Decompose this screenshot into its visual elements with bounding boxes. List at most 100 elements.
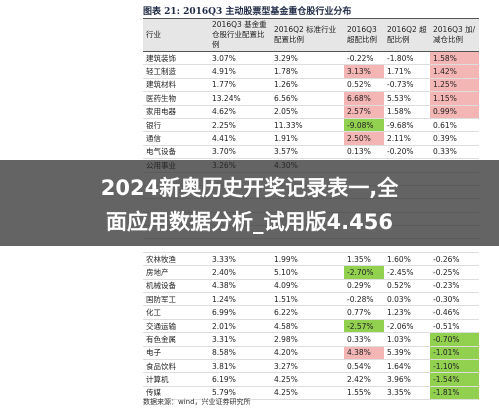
table-cell: 医药生物 bbox=[143, 91, 209, 106]
table-cell: 6.19% bbox=[209, 372, 271, 387]
table-cell: -2.06% bbox=[384, 319, 430, 334]
table-cell: 0.39% bbox=[430, 131, 479, 146]
table-cell: 3.35% bbox=[384, 386, 430, 401]
table-cell: -0.20% bbox=[384, 145, 430, 160]
table-cell: 3.13% bbox=[344, 64, 384, 79]
table-cell: 1.25% bbox=[430, 78, 479, 93]
table-cell: 1.58% bbox=[384, 105, 430, 119]
table-cell: -1.81% bbox=[430, 386, 479, 401]
header-cell: 2016Q3 加/减仓比例 bbox=[430, 18, 479, 52]
table-cell: 0.61% bbox=[430, 118, 479, 133]
table-cell: 国防军工 bbox=[143, 292, 209, 307]
table-row: 农林牧渔 3.33% 1.99% 1.35% 1.60% -0.26% bbox=[143, 252, 479, 267]
table-row: 通信 4.41% 1.91% 2.50% 2.11% 0.39% bbox=[143, 131, 479, 146]
table-cell: 0.13% bbox=[344, 145, 384, 160]
table-cell: 3.33% bbox=[209, 252, 271, 267]
table-cell: 0.99% bbox=[430, 105, 479, 119]
table-cell: -0.28% bbox=[344, 292, 384, 307]
table-cell: 有色金属 bbox=[143, 332, 209, 347]
table-cell: 建筑材料 bbox=[143, 78, 209, 93]
table-cell: 2.40% bbox=[209, 265, 271, 280]
table-cell: 1.64% bbox=[384, 359, 430, 374]
table-cell: 5.53% bbox=[384, 91, 430, 106]
table-cell: 1.15% bbox=[430, 91, 479, 106]
header-cell: 2016Q2 标准行业配置比例 bbox=[271, 18, 344, 52]
table-row: 银行 2.25% 11.33% -9.08% -9.68% 0.61% bbox=[143, 118, 479, 133]
table-cell: 0.54% bbox=[344, 359, 384, 374]
table-cell: 交通运输 bbox=[143, 319, 209, 334]
table-cell: 2.05% bbox=[271, 105, 344, 119]
table-cell: 3.70% bbox=[209, 145, 271, 160]
table-cell: 2.42% bbox=[344, 372, 384, 387]
table-cell: 2.57% bbox=[344, 105, 384, 119]
table-cell: 2.11% bbox=[384, 131, 430, 146]
table-cell: 4.38% bbox=[344, 346, 384, 360]
table-cell: -1.80% bbox=[384, 51, 430, 66]
table-cell: 4.62% bbox=[209, 105, 271, 119]
table-cell: 1.35% bbox=[344, 252, 384, 267]
table-cell: -0.26% bbox=[430, 252, 479, 267]
table-cell: 6.99% bbox=[209, 305, 271, 320]
table-cell: -1.10% bbox=[430, 359, 479, 374]
table-row: 机械设备 4.38% 4.09% 0.29% 0.52% -0.23% bbox=[143, 279, 479, 294]
table-cell: 0.52% bbox=[384, 279, 430, 294]
table-cell: 3.31% bbox=[209, 332, 271, 347]
table-row: 轻工制造 4.91% 1.78% 3.13% 1.71% 1.42% bbox=[143, 64, 479, 79]
table-cell: 农林牧渔 bbox=[143, 252, 209, 267]
table-cell: 食品饮料 bbox=[143, 359, 209, 374]
table-cell: 3.07% bbox=[209, 51, 271, 66]
table-cell: -0.22% bbox=[344, 51, 384, 66]
table-cell: 1.55% bbox=[344, 386, 384, 401]
banner-line: 面应用数据分析_试用版4.456 bbox=[106, 210, 393, 234]
table-cell: -1.54% bbox=[430, 372, 479, 387]
table-cell: 11.33% bbox=[271, 118, 344, 133]
overlay-banner: 2024新奥历史开奖记录表一,全 面应用数据分析_试用版4.456 bbox=[0, 160, 499, 246]
table-cell: 2.01% bbox=[209, 319, 271, 334]
table-cell: -0.30% bbox=[430, 292, 479, 307]
table-row: 医药生物 13.24% 6.56% 6.68% 5.53% 1.15% bbox=[143, 91, 479, 106]
table-cell: -9.08% bbox=[344, 118, 384, 133]
banner-line: 2024新奥历史开奖记录表一,全 bbox=[100, 176, 399, 200]
header-cell: 2016Q2 超配比例 bbox=[384, 18, 430, 52]
table-row: 计算机 6.19% 4.25% 2.42% 3.96% -1.54% bbox=[143, 372, 479, 387]
table-cell: 4.41% bbox=[209, 131, 271, 146]
table-cell: 房地产 bbox=[143, 265, 209, 280]
table-cell: 4.09% bbox=[271, 279, 344, 294]
table-row: 有色金属 3.31% 2.98% 0.33% 1.03% -0.70% bbox=[143, 332, 479, 347]
table-cell: -2.70% bbox=[344, 265, 384, 280]
table-cell: 5.79% bbox=[209, 386, 271, 401]
table-cell: 4.58% bbox=[271, 319, 344, 334]
table-cell: 5.10% bbox=[271, 265, 344, 280]
table-cell: 1.77% bbox=[209, 78, 271, 93]
table-cell: 1.03% bbox=[384, 332, 430, 347]
table-cell: 机械设备 bbox=[143, 279, 209, 294]
table-cell: 1.24% bbox=[209, 292, 271, 307]
table-row: 电气设备 3.70% 3.57% 0.13% -0.20% 0.33% bbox=[143, 145, 479, 160]
table-cell: 计算机 bbox=[143, 372, 209, 387]
table-cell: -0.25% bbox=[430, 265, 479, 280]
table-cell: -0.23% bbox=[430, 279, 479, 294]
table-cell: 1.26% bbox=[271, 78, 344, 93]
table-row: 家用电器 4.62% 2.05% 2.57% 1.58% 0.99% bbox=[143, 105, 479, 119]
table-cell: 建筑装饰 bbox=[143, 51, 209, 66]
table-cell: 0.29% bbox=[344, 279, 384, 294]
table-row: 电子 8.58% 4.20% 4.38% 5.39% -1.01% bbox=[143, 346, 479, 360]
table-cell: 银行 bbox=[143, 118, 209, 133]
table-row: 建筑装饰 3.07% 3.29% -0.22% -1.80% 1.58% bbox=[143, 51, 479, 66]
table-cell: 3.96% bbox=[384, 372, 430, 387]
table-cell: 通信 bbox=[143, 131, 209, 146]
table-cell: 0.33% bbox=[430, 145, 479, 160]
table-cell: 轻工制造 bbox=[143, 64, 209, 79]
table-cell: 1.23% bbox=[384, 305, 430, 320]
table-title: 图表 21: 2016Q3 主动股票型基金重仓股行业分布 bbox=[143, 7, 352, 17]
table-cell: 1.71% bbox=[384, 64, 430, 79]
table-cell: 0.03% bbox=[384, 292, 430, 307]
table-row: 房地产 2.40% 5.10% -2.70% -2.45% -0.25% bbox=[143, 265, 479, 280]
table-cell: -2.45% bbox=[384, 265, 430, 280]
table-cell: 0.77% bbox=[344, 305, 384, 320]
table-cell: 2.50% bbox=[344, 131, 384, 146]
table-cell: -0.70% bbox=[430, 332, 479, 347]
table-row: 食品饮料 3.81% 3.27% 0.54% 1.64% -1.10% bbox=[143, 359, 479, 374]
table-cell: 8.58% bbox=[209, 346, 271, 360]
table-cell: 6.68% bbox=[344, 91, 384, 106]
